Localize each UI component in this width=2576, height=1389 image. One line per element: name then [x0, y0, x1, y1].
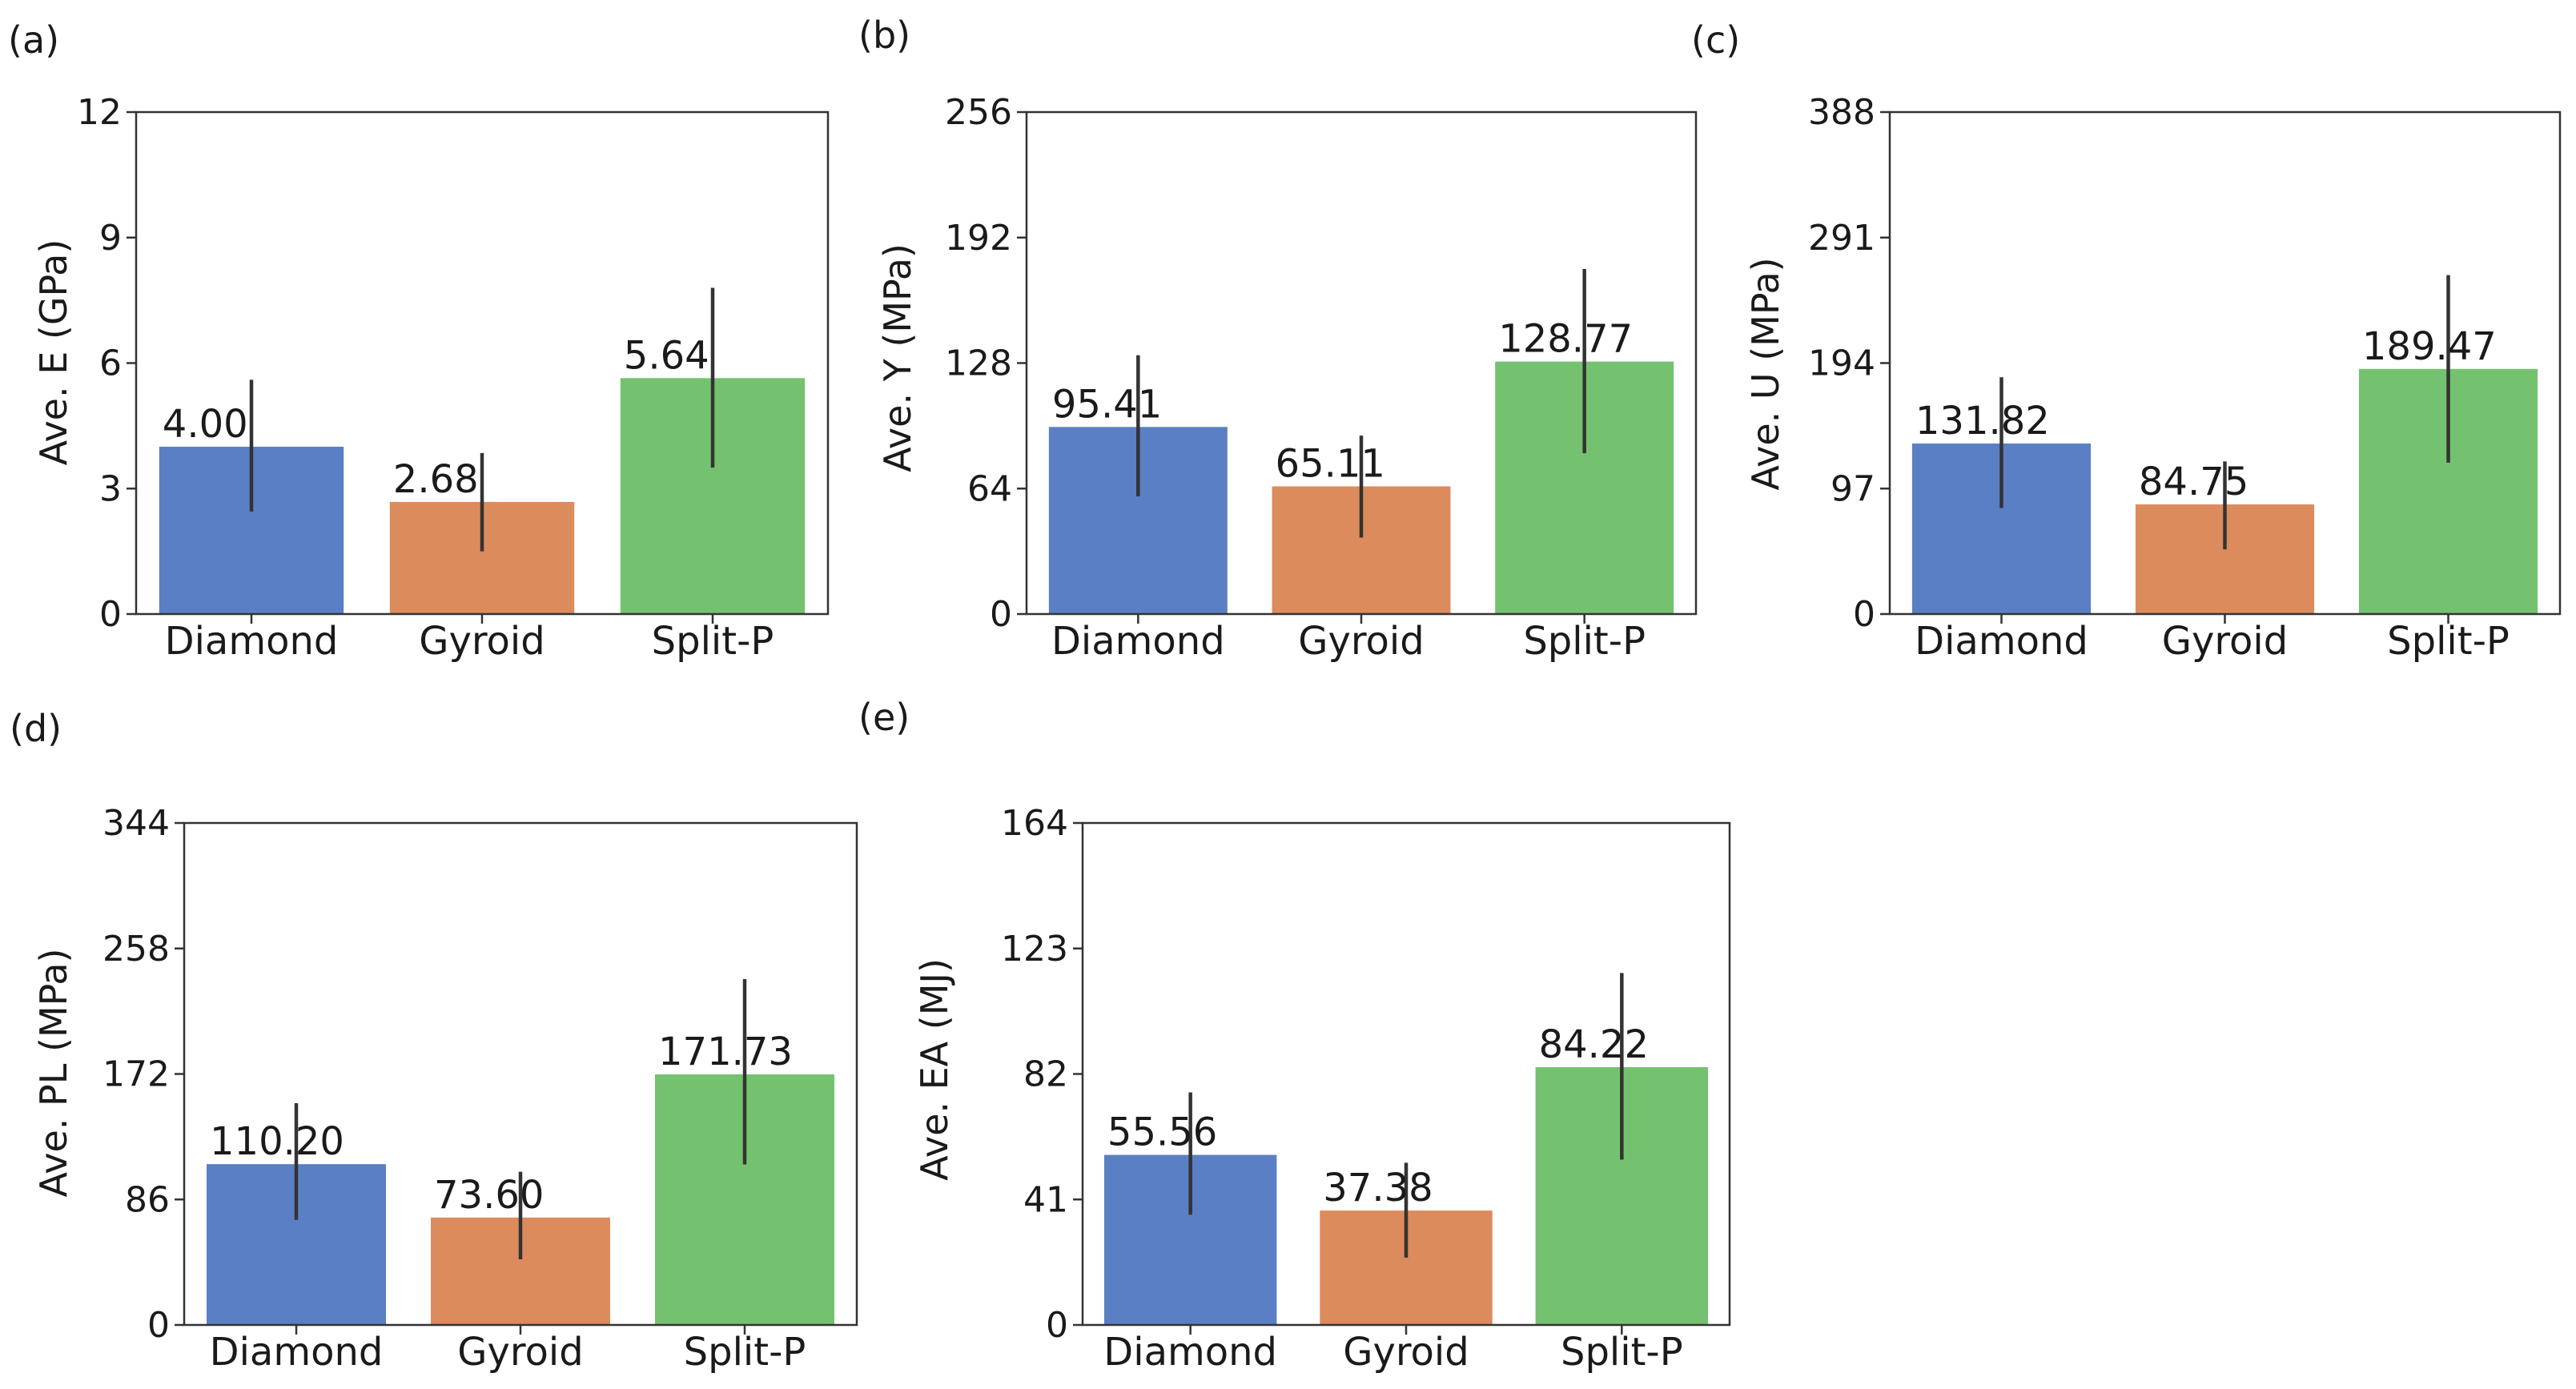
y-tick-label: 97: [1831, 468, 1875, 509]
panel-letter: (e): [858, 696, 910, 739]
value-label: 73.60: [434, 1173, 544, 1218]
y-tick-label: 256: [945, 92, 1012, 133]
value-label: 131.82: [1915, 399, 2050, 444]
panel-c: (c) Ave. U (MPa) 131.82 84.75 189.47 0 97 194…: [1691, 18, 2562, 664]
panel-a: (a) Ave. E (GPa) 4.00 2.68 5.64 0 3 6 9 12 Diamo…: [8, 18, 830, 664]
y-tick-label: 0: [1853, 594, 1875, 635]
panel-d: (d) Ave. PL (MPa) 110.20 73.60 171.73 0 86 17…: [10, 707, 858, 1375]
panel-letter: (b): [858, 14, 910, 57]
x-tick-label: Gyroid: [419, 619, 545, 664]
y-tick-label: 344: [102, 803, 170, 844]
y-tick-label: 291: [1808, 218, 1875, 259]
y-tick-label: 9: [99, 218, 122, 259]
value-label: 84.22: [1539, 1022, 1649, 1067]
value-label: 95.41: [1052, 382, 1162, 427]
y-axis-label: Ave. Y (MPa): [876, 243, 919, 472]
x-tick-label: Split-P: [1523, 619, 1646, 664]
y-tick-label: 172: [102, 1054, 170, 1095]
x-tick-label: Gyroid: [457, 1330, 583, 1375]
y-axis-label: Ave. U (MPa): [1744, 257, 1787, 490]
y-tick-label: 41: [1023, 1179, 1068, 1220]
value-label: 110.20: [210, 1119, 344, 1164]
y-tick-label: 0: [99, 594, 122, 635]
x-tick-label: Split-P: [652, 619, 774, 664]
panel-b: (b) Ave. Y (MPa) 95.41 65.11 128.77 0 64 128 1…: [858, 14, 1698, 664]
panel-letter: (d): [10, 707, 62, 750]
x-tick-label: Diamond: [165, 619, 339, 664]
x-tick-label: Diamond: [1051, 619, 1225, 664]
panel-letter: (c): [1691, 18, 1740, 62]
y-tick-label: 164: [1001, 803, 1068, 844]
x-tick-label: Diamond: [1103, 1330, 1277, 1375]
y-tick-label: 194: [1808, 343, 1875, 384]
y-axis-label: Ave. E (GPa): [32, 239, 75, 466]
y-tick-label: 0: [990, 594, 1012, 635]
y-tick-label: 388: [1808, 92, 1875, 133]
value-label: 128.77: [1498, 317, 1633, 362]
value-label: 37.38: [1323, 1166, 1433, 1210]
y-tick-label: 64: [967, 468, 1012, 509]
x-tick-label: Split-P: [1561, 1330, 1683, 1375]
y-tick-label: 192: [945, 218, 1012, 259]
value-label: 4.00: [163, 402, 248, 447]
y-tick-label: 12: [77, 92, 122, 133]
x-tick-label: Gyroid: [1298, 619, 1424, 664]
y-tick-label: 258: [102, 929, 170, 969]
x-tick-label: Gyroid: [1343, 1330, 1469, 1375]
value-label: 65.11: [1276, 442, 1385, 487]
panel-e: (e) Ave. EA (MJ) 55.56 37.38 84.22 0 41 82 123…: [858, 696, 1731, 1375]
x-tick-label: Split-P: [684, 1330, 806, 1375]
x-tick-label: Diamond: [1915, 619, 2088, 664]
value-label: 55.56: [1107, 1110, 1217, 1155]
y-tick-label: 0: [147, 1305, 170, 1346]
y-tick-label: 123: [1001, 929, 1068, 969]
y-axis-label: Ave. EA (MJ): [913, 958, 956, 1181]
y-tick-label: 82: [1023, 1054, 1068, 1095]
x-tick-label: Gyroid: [2162, 619, 2288, 664]
x-tick-label: Diamond: [210, 1330, 384, 1375]
value-label: 189.47: [2362, 324, 2497, 369]
value-label: 84.75: [2139, 460, 2248, 504]
y-tick-label: 86: [125, 1179, 170, 1220]
y-tick-label: 3: [99, 468, 122, 509]
y-tick-label: 6: [99, 343, 122, 384]
y-tick-label: 128: [945, 343, 1012, 384]
y-tick-label: 0: [1046, 1305, 1068, 1346]
x-tick-label: Split-P: [2387, 619, 2510, 664]
y-axis-label: Ave. PL (MPa): [32, 949, 75, 1198]
panel-letter: (a): [8, 18, 59, 62]
value-label: 171.73: [658, 1030, 793, 1074]
value-label: 2.68: [393, 457, 479, 502]
value-label: 5.64: [624, 333, 709, 378]
